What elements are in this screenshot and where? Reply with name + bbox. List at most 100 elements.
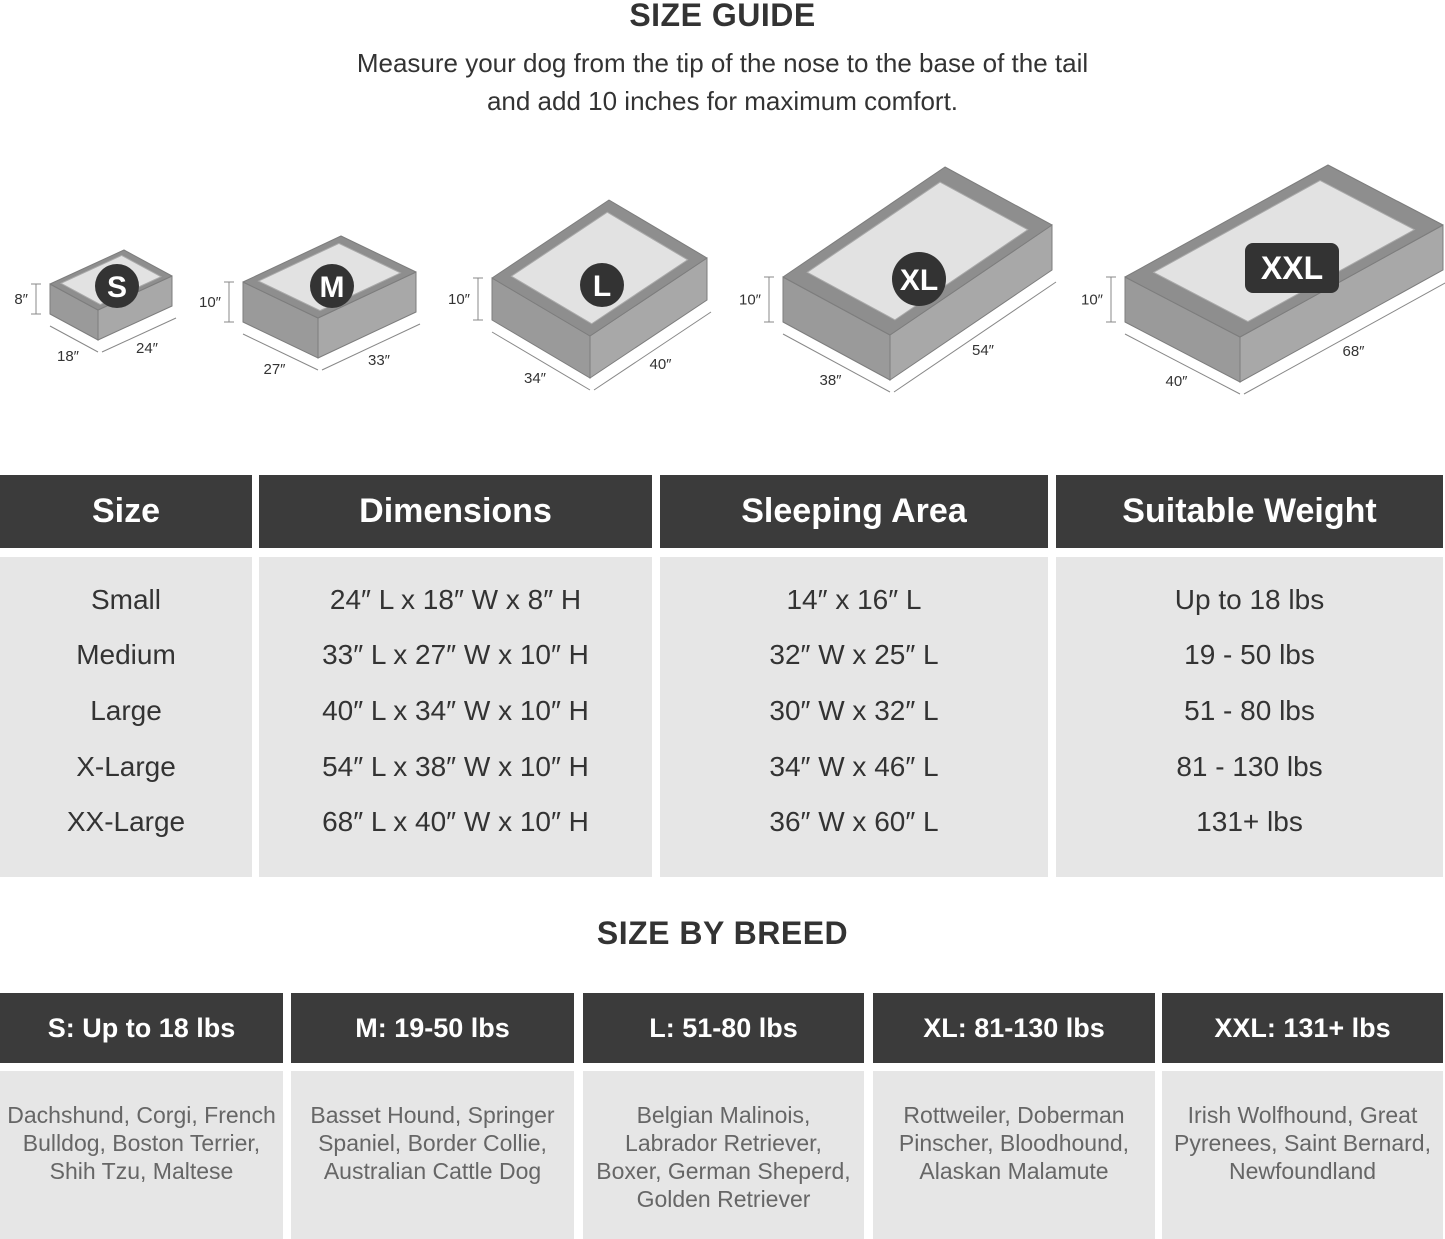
table-cell: 40″ L x 34″ W x 10″ H [322, 695, 589, 726]
bed-height-label: 8″ [14, 291, 28, 308]
breed-body: Dachshund, Corgi, French Bulldog, Boston … [0, 1071, 283, 1239]
column-header: Suitable Weight [1056, 475, 1443, 548]
bed-width-label: 27″ [264, 361, 287, 378]
size-badge-label: XL [900, 264, 938, 297]
breed-line: Pyrenees, Saint Bernard, [1174, 1130, 1431, 1156]
bed-l: 10″ 34″ 40″ L [448, 199, 712, 391]
breed-column: L: 51-80 lbs Belgian Malinois, Labrador R… [583, 993, 864, 1239]
breed-line: Belgian Malinois, [636, 1102, 811, 1128]
table-cell: Small [90, 584, 161, 615]
table-cell: 30″ W x 32″ L [769, 695, 939, 726]
size-column: Dimensions 24″ L x 18″ W x 8″ H 33″ L x 2… [259, 0, 652, 1239]
breed-line: Bulldog, Boston Terrier, [22, 1130, 261, 1156]
bed-width-label: 18″ [57, 348, 80, 365]
bed-height-label: 10″ [199, 294, 222, 311]
bed-width-label: 38″ [820, 372, 843, 389]
table-cell: 54″ L x 38″ W x 10″ H [322, 751, 589, 782]
size-badge: L [580, 263, 624, 307]
size-badge-label: XXL [1261, 250, 1323, 286]
breed-line: Spaniel, Border Collie, [318, 1130, 547, 1156]
size-badge-label: M [320, 271, 345, 304]
breed-line: Golden Retriever [636, 1186, 811, 1212]
bed-height-label: 10″ [448, 291, 471, 308]
size-badge-label: S [107, 271, 127, 304]
table-cell: 32″ W x 25″ L [769, 639, 939, 670]
breed-column: S: Up to 18 lbs Dachshund, Corgi, French… [0, 993, 283, 1239]
breed-column: XL: 81-130 lbs Rottweiler, Doberman Pinsc… [873, 993, 1155, 1239]
size-column: Sleeping Area 14″ x 16″ L 32″ W x 25″ L 30… [660, 0, 1048, 1239]
table-cell: XX-Large [66, 806, 186, 837]
table-cell: 81 - 130 lbs [1176, 751, 1323, 782]
breed-line: Australian Cattle Dog [323, 1158, 542, 1184]
column-body [660, 557, 1048, 877]
bed-length-label: 33″ [368, 352, 391, 369]
breed-line: Basset Hound, Springer [310, 1102, 555, 1128]
table-cell: 51 - 80 lbs [1184, 695, 1315, 726]
table-cell: 14″ x 16″ L [786, 584, 922, 615]
breed-line: Alaskan Malamute [919, 1158, 1109, 1184]
table-cell: Medium [76, 639, 176, 670]
column-header: Sleeping Area [660, 475, 1048, 548]
subtitle-line-2: and add 10 inches for maximum comfort. [486, 86, 959, 116]
bed-width-label: 34″ [524, 370, 547, 387]
breed-header: XXL: 131+ lbs [1162, 993, 1443, 1063]
column-header: Dimensions [259, 475, 652, 548]
breed-line: Boxer, German Sheperd, [596, 1158, 851, 1184]
size-by-breed-title: SIZE BY BREED [596, 915, 849, 951]
size-column: Size Small Medium Large X-Large XX-Large [0, 0, 252, 1239]
breed-list: Rottweiler, Doberman Pinscher, Bloodhound… [873, 1101, 1155, 1185]
breed-line: Irish Wolfhound, Great [1187, 1102, 1418, 1128]
column-body [0, 557, 252, 877]
size-badge: XL [892, 252, 946, 306]
breed-list: Dachshund, Corgi, French Bulldog, Boston … [0, 1101, 283, 1185]
bed-height-label: 10″ [739, 292, 762, 309]
breed-list: Irish Wolfhound, Great Pyrenees, Saint Be… [1162, 1101, 1443, 1185]
bed-length-label: 40″ [650, 356, 673, 373]
breed-body: Basset Hound, Springer Spaniel, Border Co… [291, 1071, 574, 1239]
bed-m: 10″ 27″ 33″ M [199, 235, 421, 378]
breed-list: Belgian Malinois, Labrador Retriever, Boxe… [583, 1101, 864, 1213]
column-body [259, 557, 652, 877]
bed-sleeping-surface [806, 181, 1029, 321]
size-column: Suitable Weight Up to 18 lbs 19 - 50 lbs 5… [1056, 0, 1443, 1239]
table-cell: 68″ L x 40″ W x 10″ H [322, 806, 589, 837]
breed-line: Labrador Retriever, [625, 1130, 822, 1156]
column-header: Size [0, 475, 252, 548]
breed-line: Rottweiler, Doberman [903, 1102, 1125, 1128]
bed-s: 8″ 18″ 24″ S [14, 249, 177, 365]
bed-xxl: 10″ 40″ 68″ XXL [1081, 164, 1445, 395]
breed-column: XXL: 131+ lbs Irish Wolfhound, Great Pyre… [1162, 993, 1443, 1239]
breed-header: L: 51-80 lbs [583, 993, 864, 1063]
bed-width-label: 40″ [1166, 373, 1189, 390]
table-cell: 33″ L x 27″ W x 10″ H [322, 639, 589, 670]
table-cell: 36″ W x 60″ L [769, 806, 939, 837]
size-badge: S [95, 264, 139, 308]
size-badge: XXL [1245, 243, 1339, 293]
table-cell: X-Large [76, 751, 176, 782]
table-cell: 19 - 50 lbs [1184, 639, 1315, 670]
bed-length-label: 24″ [136, 340, 159, 357]
table-cell: Large [90, 695, 162, 726]
table-cell: 131+ lbs [1196, 806, 1303, 837]
table-cell: 34″ W x 46″ L [769, 751, 939, 782]
bed-length-label: 68″ [1343, 343, 1366, 360]
breed-line: Shih Tzu, Maltese [49, 1158, 234, 1184]
breed-body: Belgian Malinois, Labrador Retriever, Boxe… [583, 1071, 864, 1239]
breed-header: XL: 81-130 lbs [873, 993, 1155, 1063]
table-cell: 24″ L x 18″ W x 8″ H [329, 584, 582, 615]
bed-height-label: 10″ [1081, 292, 1104, 309]
bed-illustrations: 8″ 18″ 24″ S 10″ 27″ 33″ M 10″ 34″ 40″ L 10″ 38″ 54″ XL… [14, 164, 1445, 395]
breed-line: Dachshund, Corgi, French [7, 1102, 276, 1128]
table-cell: Up to 18 lbs [1174, 584, 1325, 615]
size-badge: M [310, 264, 354, 308]
breed-body: Irish Wolfhound, Great Pyrenees, Saint Be… [1162, 1071, 1443, 1239]
breed-header: M: 19-50 lbs [291, 993, 574, 1063]
breed-line: Pinscher, Bloodhound, [898, 1130, 1130, 1156]
breed-body: Rottweiler, Doberman Pinscher, Bloodhound… [873, 1071, 1155, 1239]
breed-list: Basset Hound, Springer Spaniel, Border Co… [291, 1101, 574, 1185]
column-body [1056, 557, 1443, 877]
bed-xl: 10″ 38″ 54″ XL [739, 166, 1057, 393]
subtitle-line-1: Measure your dog from the tip of the nos… [356, 48, 1089, 78]
size-badge-label: L [593, 270, 611, 303]
breed-column: M: 19-50 lbs Basset Hound, Springer Spani… [291, 993, 574, 1239]
